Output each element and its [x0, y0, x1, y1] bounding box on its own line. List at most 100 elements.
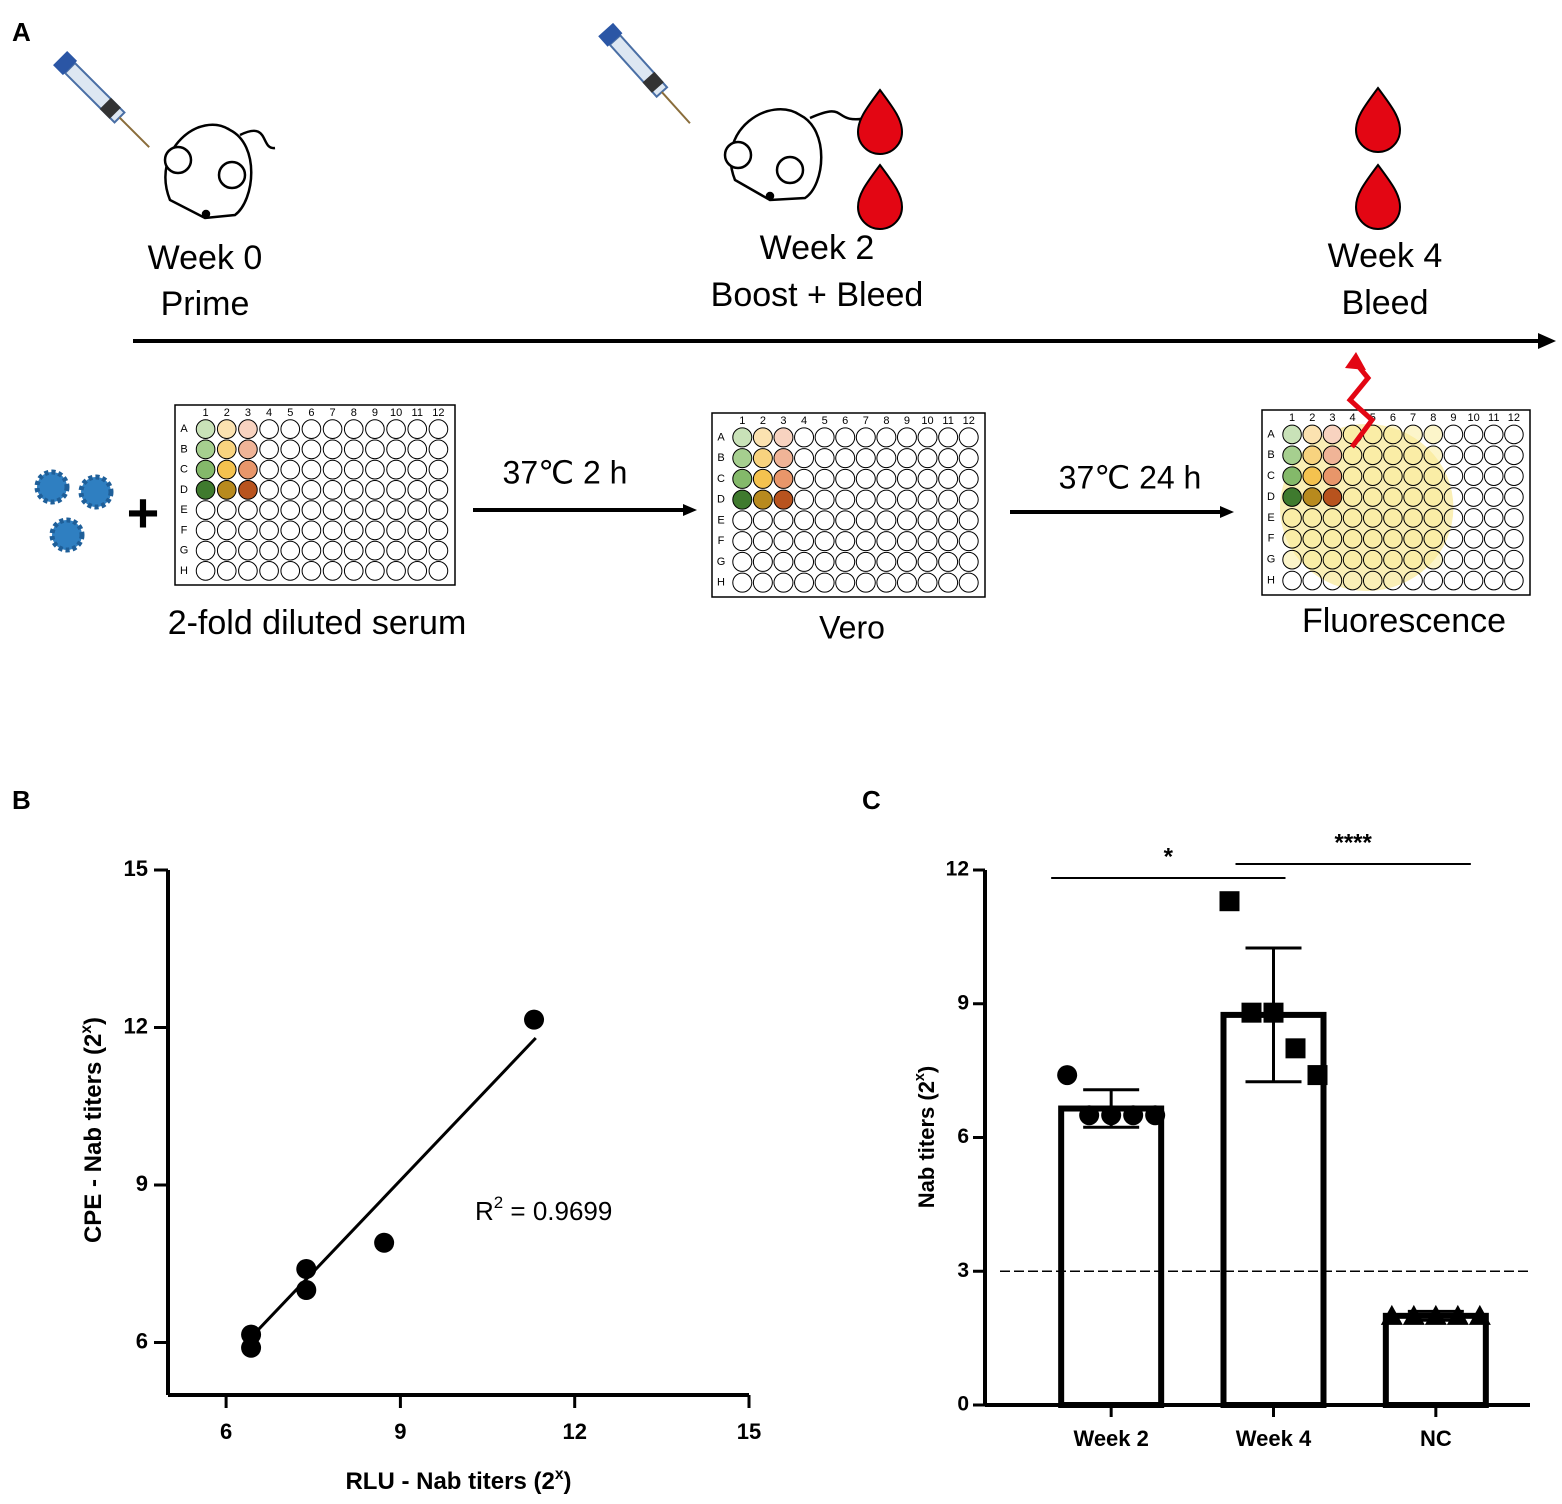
- well: [1322, 508, 1343, 528]
- data-point: [1057, 1065, 1078, 1086]
- plate-column-label: 12: [963, 415, 975, 427]
- well: [322, 439, 343, 460]
- well: [216, 500, 237, 520]
- well: [1483, 487, 1504, 507]
- well: [322, 459, 343, 480]
- well: [1322, 424, 1343, 445]
- data-point: [1424, 1304, 1447, 1325]
- well: [1463, 508, 1484, 528]
- well: [938, 448, 959, 469]
- well: [896, 531, 917, 552]
- well: [1302, 549, 1323, 570]
- y-axis-label-part: x: [78, 1025, 95, 1034]
- well: [238, 419, 258, 439]
- y-tick-label: 0: [957, 1393, 969, 1416]
- well: [855, 427, 876, 448]
- well: [365, 540, 385, 561]
- well: [365, 419, 385, 439]
- well: [1362, 466, 1383, 486]
- well: [855, 468, 876, 489]
- timeline-week: Week 4: [1328, 237, 1443, 275]
- well: [835, 427, 856, 448]
- well: [732, 531, 753, 552]
- fit-line: [249, 1036, 537, 1339]
- well: [958, 510, 979, 531]
- plate-row-label: A: [180, 423, 188, 435]
- plate-row-label: A: [1267, 428, 1275, 440]
- plate-column-label: 8: [351, 407, 357, 419]
- well: [835, 531, 856, 552]
- plate-column-label: 5: [287, 407, 293, 419]
- well: [1383, 508, 1403, 528]
- well: [407, 561, 428, 581]
- well: [322, 520, 343, 541]
- well: [1282, 424, 1302, 445]
- plate: [711, 412, 986, 598]
- well: [195, 419, 216, 439]
- well: [1383, 570, 1403, 591]
- well: [238, 439, 258, 460]
- panel-label: B: [12, 785, 31, 815]
- well: [1322, 570, 1343, 591]
- bar: [1382, 1312, 1489, 1409]
- annotation: R2 = 0.9699: [475, 1193, 612, 1226]
- well: [1504, 445, 1524, 466]
- well: [343, 561, 364, 581]
- step-label: 37℃ 2 h: [503, 454, 628, 490]
- well: [814, 448, 835, 469]
- well: [259, 540, 279, 561]
- well: [365, 480, 385, 500]
- well: [752, 510, 773, 531]
- well: [1342, 508, 1363, 528]
- well: [216, 419, 237, 439]
- well: [280, 480, 301, 500]
- arrow-head: [1538, 333, 1556, 349]
- data-point: [1307, 1065, 1328, 1086]
- annotation-part: 2: [494, 1193, 503, 1212]
- well: [1443, 445, 1464, 466]
- timeline-week: Week 2: [760, 229, 875, 267]
- y-axis-label-part: ): [914, 1066, 939, 1073]
- well: [1443, 529, 1464, 549]
- well: [1322, 529, 1343, 549]
- well: [794, 510, 815, 531]
- well: [917, 489, 938, 510]
- well: [365, 439, 385, 460]
- plate-row-label: F: [181, 524, 188, 536]
- well: [1483, 424, 1504, 445]
- well: [794, 531, 815, 552]
- well: [958, 551, 979, 572]
- well: [896, 572, 917, 593]
- well: [195, 520, 216, 541]
- well: [386, 419, 406, 439]
- well: [855, 572, 876, 593]
- blood-drop-icon: [856, 86, 1402, 230]
- y-axis-label-part: Nab titers (2: [914, 1081, 939, 1208]
- well: [280, 459, 301, 480]
- well: [238, 500, 258, 520]
- well: [238, 480, 258, 500]
- y-axis-label-part: CPE - Nab titers (2: [80, 1034, 107, 1243]
- well: [1504, 529, 1524, 549]
- well: [732, 448, 753, 469]
- well: [1504, 570, 1524, 591]
- x-tick-label: 6: [220, 1419, 232, 1444]
- well: [958, 531, 979, 552]
- well: [773, 468, 794, 489]
- well: [259, 419, 279, 439]
- well: [1282, 529, 1302, 549]
- plate-column-label: 9: [904, 415, 910, 427]
- plate-column-label: 7: [863, 415, 869, 427]
- well: [938, 468, 959, 489]
- well: [386, 540, 406, 561]
- well: [1423, 570, 1444, 591]
- point: [374, 1232, 395, 1253]
- well: [1302, 508, 1323, 528]
- plate-row-label: D: [717, 494, 725, 506]
- well: [794, 448, 815, 469]
- timeline-event: Prime: [161, 285, 250, 323]
- well: [1463, 487, 1484, 507]
- well: [195, 439, 216, 460]
